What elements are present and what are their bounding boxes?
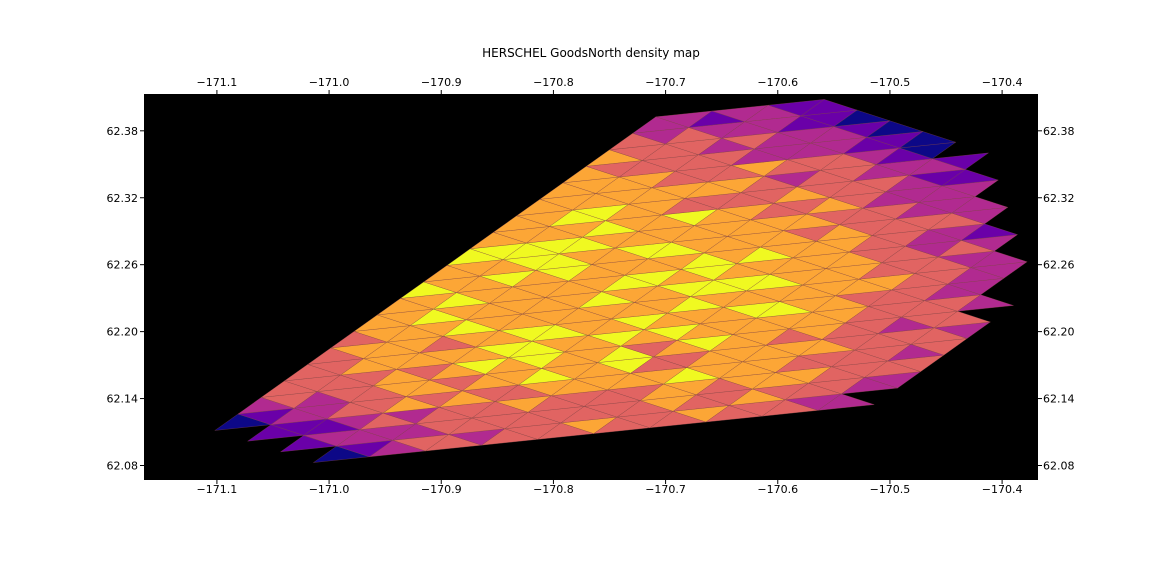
- x-tick-label-top: −171.0: [309, 76, 350, 89]
- density-cell: [833, 109, 890, 127]
- y-tick-label-left: 62.14: [107, 393, 139, 406]
- y-tick-label-right: 62.20: [1043, 326, 1075, 339]
- y-tick-label-right: 62.26: [1043, 259, 1075, 272]
- y-tick-label-left: 62.38: [107, 125, 139, 138]
- x-tick-label-bottom: −171.1: [197, 483, 238, 496]
- y-tick-label-left: 62.32: [107, 192, 139, 205]
- y-tick-label-left: 62.08: [107, 459, 139, 472]
- density-cell: [941, 169, 999, 187]
- x-tick-label-bottom: −170.7: [645, 483, 686, 496]
- y-tick-label-right: 62.14: [1043, 393, 1075, 406]
- x-tick-label-top: −170.5: [870, 76, 911, 89]
- x-tick-label-bottom: −170.5: [870, 483, 911, 496]
- density-cell: [956, 294, 1014, 312]
- x-tick-label-bottom: −170.4: [982, 483, 1023, 496]
- density-cell: [933, 311, 991, 329]
- y-tick-label-right: 62.38: [1043, 125, 1075, 138]
- chart-title: HERSCHEL GoodsNorth density map: [482, 46, 700, 60]
- x-tick-label-bottom: −170.8: [533, 483, 574, 496]
- y-tick-label-right: 62.32: [1043, 192, 1075, 205]
- density-cell: [899, 131, 956, 149]
- x-tick-label-top: −170.7: [645, 76, 686, 89]
- density-cell: [970, 250, 1028, 268]
- y-tick-label-left: 62.26: [107, 259, 139, 272]
- y-tick-label-left: 62.20: [107, 326, 139, 339]
- density-cell: [960, 223, 1018, 241]
- x-tick-label-top: −170.8: [533, 76, 574, 89]
- density-cell: [866, 120, 923, 138]
- x-tick-label-bottom: −170.9: [421, 483, 462, 496]
- density-cell: [800, 99, 858, 117]
- x-tick-label-top: −170.4: [982, 76, 1023, 89]
- axis-ticks: −171.1 −171.1 −171.0 −171.0 −170.9 −170.9 −170…: [107, 76, 1075, 496]
- x-tick-label-top: −170.9: [421, 76, 462, 89]
- x-tick-label-top: −171.1: [197, 76, 238, 89]
- density-cell: [951, 196, 1008, 214]
- x-tick-label-top: −170.6: [757, 76, 798, 89]
- density-cell: [932, 152, 990, 170]
- x-tick-label-bottom: −170.6: [757, 483, 798, 496]
- x-tick-label-bottom: −171.0: [309, 483, 350, 496]
- density-mesh: [214, 99, 1028, 463]
- density-cell: [817, 393, 875, 411]
- y-tick-label-right: 62.08: [1043, 459, 1075, 472]
